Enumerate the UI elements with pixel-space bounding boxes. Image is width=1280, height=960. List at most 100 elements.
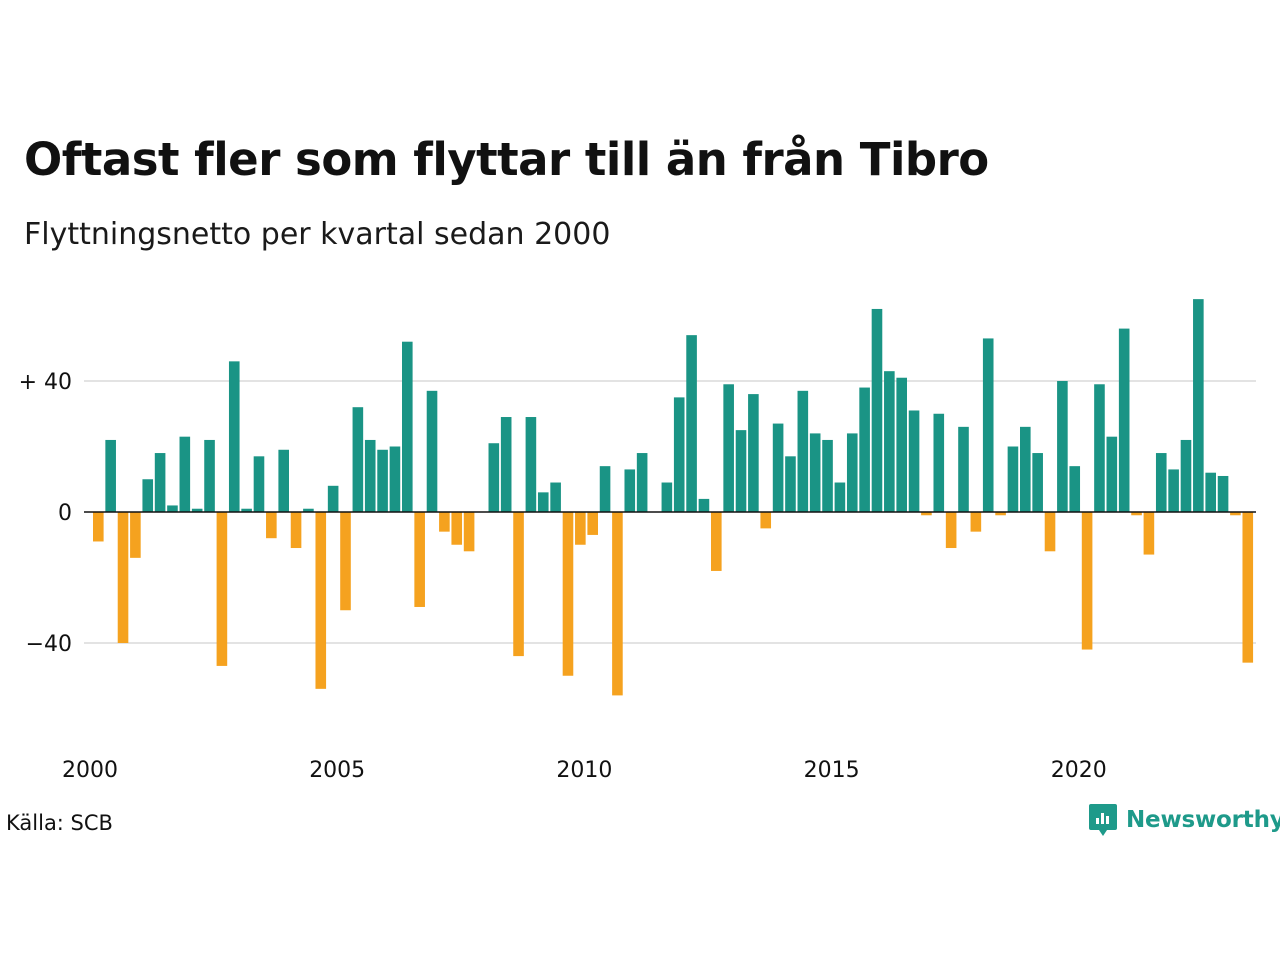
bar (204, 439, 215, 512)
bar (1069, 466, 1081, 512)
x-tick-label: 2015 (804, 758, 860, 783)
bar (624, 469, 636, 512)
x-tick-label: 2020 (1051, 758, 1107, 783)
y-tick-label: −40 (26, 632, 72, 657)
chart-subtitle: Flyttningsnetto per kvartal sedan 2000 (24, 217, 611, 252)
bar (93, 512, 104, 542)
bar (982, 338, 994, 512)
source-note: Källa: SCB (6, 811, 113, 835)
bar (439, 512, 450, 532)
bar (834, 482, 846, 512)
bar (1143, 512, 1155, 555)
newsworthy-logo-icon (1089, 804, 1117, 836)
bar (216, 512, 228, 666)
bar (550, 482, 561, 512)
bar (698, 498, 710, 512)
bar (1106, 436, 1118, 513)
chart-title: Oftast fler som flyttar till än från Tib… (24, 133, 989, 186)
bar (402, 341, 413, 512)
bar (1217, 475, 1229, 512)
bar (228, 361, 240, 512)
bar (1032, 453, 1043, 512)
bar (723, 384, 734, 512)
bar (884, 371, 895, 512)
y-tick-label: 0 (58, 501, 72, 526)
bar (1057, 381, 1068, 512)
brand-logo: Newsworthy (1088, 802, 1280, 838)
bar (871, 308, 883, 512)
bar (327, 485, 339, 512)
bar (772, 423, 784, 512)
bar (105, 439, 116, 512)
bar (389, 446, 401, 512)
bar (488, 443, 500, 512)
bar (748, 394, 759, 512)
bar (500, 417, 512, 512)
bar (352, 407, 364, 512)
bar (117, 512, 129, 643)
bar (1242, 512, 1254, 663)
bar (673, 397, 685, 513)
bar (303, 508, 314, 512)
bar (711, 512, 722, 571)
bar (130, 512, 141, 558)
bar (377, 449, 388, 512)
bar (587, 512, 598, 535)
brand-name: Newsworthy (1126, 807, 1280, 833)
bar (760, 512, 772, 529)
bar (426, 390, 438, 512)
bar (1180, 439, 1192, 512)
bar (414, 512, 425, 607)
bar (253, 456, 265, 512)
bar (1094, 384, 1105, 512)
bar (513, 512, 524, 657)
bar (735, 430, 747, 513)
bar (154, 453, 166, 512)
bar (908, 410, 920, 512)
bar (636, 453, 648, 512)
bar (575, 512, 586, 545)
bar (612, 512, 623, 696)
bar (1193, 299, 1204, 513)
bar (315, 512, 327, 689)
bar (142, 479, 154, 512)
bar (1155, 453, 1167, 512)
bar (451, 512, 463, 545)
bar (970, 512, 982, 532)
bar (290, 512, 302, 549)
y-tick-label: + 40 (19, 370, 72, 395)
bar (1205, 472, 1216, 512)
bar (958, 426, 969, 512)
bar (340, 512, 351, 611)
bar (686, 335, 697, 512)
bar (1168, 469, 1179, 512)
bar (1081, 512, 1093, 650)
bar (599, 466, 611, 512)
bar (896, 377, 907, 513)
x-tick-label: 2010 (556, 758, 612, 783)
bar (797, 390, 809, 512)
bar (562, 512, 574, 676)
bar (1131, 512, 1142, 516)
bar (809, 433, 821, 512)
bar (463, 512, 475, 552)
bar (537, 492, 549, 512)
x-tick-label: 2005 (309, 758, 365, 783)
bar (785, 456, 796, 512)
x-tick-label: 2000 (62, 758, 118, 783)
bar (1118, 328, 1130, 512)
bar (525, 417, 537, 512)
bar (822, 439, 833, 512)
bar (1007, 446, 1019, 512)
bar (241, 508, 252, 512)
bar (661, 482, 673, 512)
bar (846, 433, 858, 512)
bar (191, 508, 203, 512)
bar (266, 512, 277, 539)
bar (1230, 512, 1241, 516)
bar (1044, 512, 1056, 552)
bar (933, 413, 945, 512)
bar (167, 505, 178, 512)
bar (364, 439, 376, 512)
bar (278, 449, 289, 512)
